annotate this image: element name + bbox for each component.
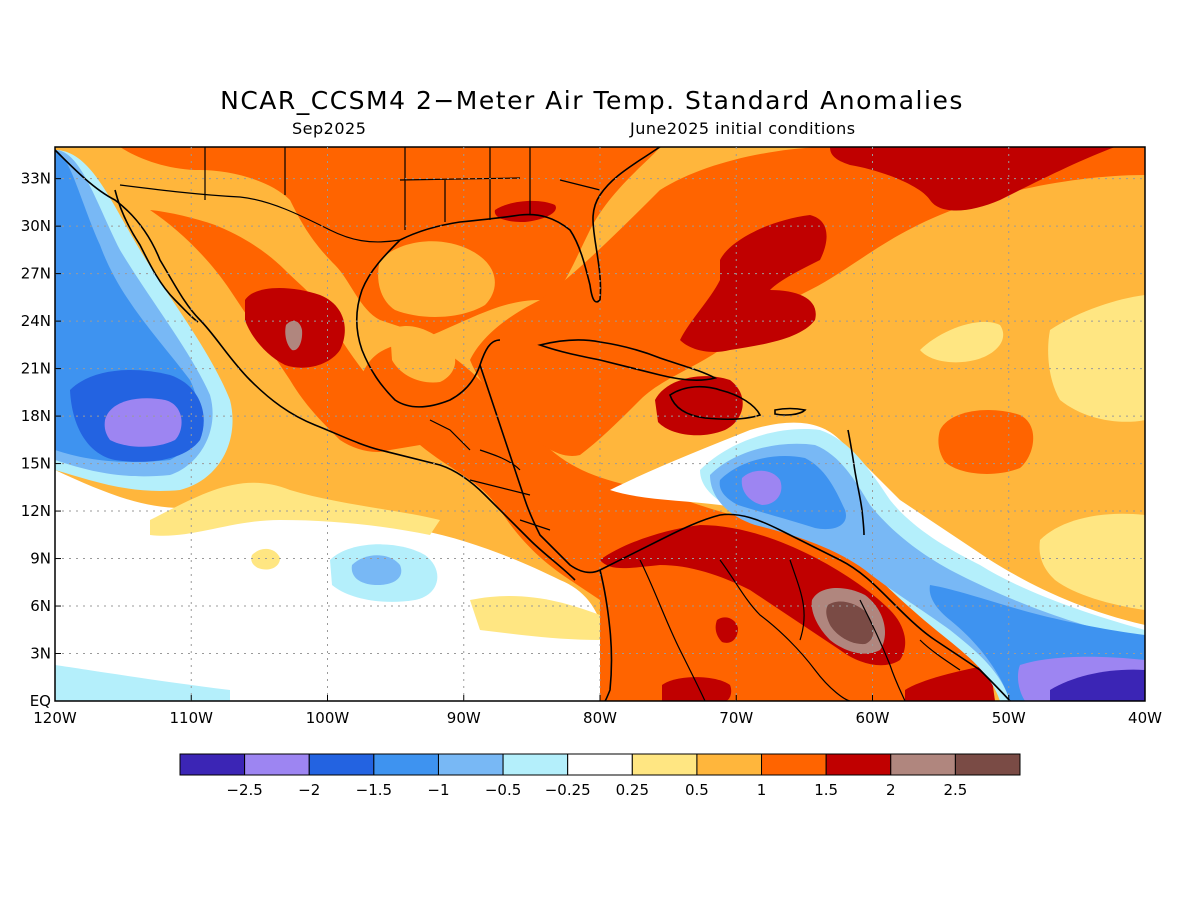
colorbar-swatch (954, 753, 1021, 776)
amapa-red-patch (905, 665, 995, 701)
colorbar-label: 2 (886, 781, 896, 799)
lat-label: 9N (30, 550, 51, 568)
central-atlantic-yellow (920, 321, 1004, 363)
lat-label: 15N (21, 455, 51, 473)
colorbar-swatch (631, 753, 698, 776)
colorbar-label: 1 (757, 781, 767, 799)
atlantic-orange-band (470, 147, 1145, 456)
pacific-cool-patch-1b (351, 555, 402, 585)
cuba-coast (537, 339, 718, 381)
colorbar-label: −0.25 (545, 781, 591, 799)
mexico-pacific-coast (55, 149, 576, 581)
lat-label: 21N (21, 360, 51, 378)
colombia-red-patch (715, 617, 738, 643)
us-state-borders (204, 147, 601, 230)
west-atlantic-yellow (1048, 295, 1145, 422)
south-america-borders (639, 559, 961, 701)
map-title: NCAR_CCSM4 2−Meter Air Temp. Standard An… (220, 86, 964, 115)
us-atlantic-coast (592, 147, 661, 301)
lon-label: 110W (170, 709, 214, 727)
forecast-month: Sep2025 (292, 119, 367, 138)
colorbar-swatch (179, 753, 246, 776)
initial-conditions: June2025 initial conditions (630, 119, 856, 138)
coastlines (55, 147, 1011, 701)
lat-label: 27N (21, 265, 51, 283)
lon-label: 120W (33, 709, 77, 727)
colorbar-swatch (437, 753, 504, 776)
eastern-atlantic-orange-patch (938, 410, 1034, 474)
hispaniola-coast (669, 385, 762, 421)
pacific-cool-equatorial (55, 665, 230, 701)
south-america-pacific-coast (599, 569, 613, 701)
south-atlantic-cold-core (1050, 669, 1145, 701)
lat-label: 3N (30, 645, 51, 663)
colorbar-label: −0.5 (485, 781, 521, 799)
lon-label: 40W (1128, 709, 1162, 727)
pacific-light-yellow-2 (470, 595, 600, 640)
colorbar-label: −1.5 (356, 781, 392, 799)
antilles-cool-core (741, 470, 782, 505)
colorbar-swatch (567, 753, 633, 776)
colorbar-swatch (761, 753, 827, 776)
colorbar-swatch (373, 753, 439, 776)
colorbar-swatch (308, 753, 375, 776)
colorbar-swatch (825, 753, 892, 776)
central-america-borders (429, 419, 551, 531)
colorbar-label: −1 (427, 781, 449, 799)
puerto-rico (774, 407, 807, 416)
colorbar-label: 0.5 (685, 781, 709, 799)
lat-label: 30N (21, 217, 51, 235)
lat-label: 24N (21, 312, 51, 330)
colorbar-swatch (502, 753, 569, 776)
gulf-light-orange (378, 241, 495, 317)
central-america-caribbean-coast (479, 364, 601, 574)
colorbar-label: 1.5 (814, 781, 838, 799)
colorbar-swatch (696, 753, 763, 776)
pacific-light-yellow (150, 482, 440, 536)
us-gulf-coast (399, 213, 601, 303)
colorbar-label: −2 (298, 781, 320, 799)
pacific-cold-core (104, 398, 182, 447)
lat-label: 6N (30, 597, 51, 615)
mexico-hot-core (285, 320, 303, 351)
colorbar: −2.5 −2 −1.5 −1 −0.5 −0.25 0.25 0.5 1 1.5 2 2.5 (179, 753, 1021, 799)
atlantic-red-plume (680, 215, 827, 352)
lon-label: 60W (856, 709, 890, 727)
anomaly-field (55, 147, 1145, 701)
lat-label: 18N (21, 407, 51, 425)
guiana-hot-core (826, 601, 874, 645)
colorbar-label: 0.25 (616, 781, 649, 799)
lon-label: 100W (306, 709, 350, 727)
lat-label: 33N (21, 170, 51, 188)
east-atlantic-yellow (1039, 513, 1145, 610)
lon-label: 70W (719, 709, 753, 727)
colorbar-label: 2.5 (943, 781, 967, 799)
brazil-red-patch (662, 677, 732, 701)
lesser-antilles (847, 429, 865, 536)
lon-label: 80W (583, 709, 617, 727)
colorbar-label: −2.5 (226, 781, 262, 799)
lat-label: EQ (30, 692, 51, 710)
intl-border-us-mexico (119, 184, 401, 243)
lon-label: 50W (992, 709, 1026, 727)
equatorial-light-yellow (251, 548, 280, 570)
lat-label: 12N (21, 502, 51, 520)
colorbar-swatch (890, 753, 956, 776)
colorbar-swatch (244, 753, 310, 776)
lon-label: 90W (447, 709, 481, 727)
south-america-north-coast (599, 513, 1011, 701)
baja-california (114, 189, 199, 323)
gridlines (54, 147, 1146, 702)
